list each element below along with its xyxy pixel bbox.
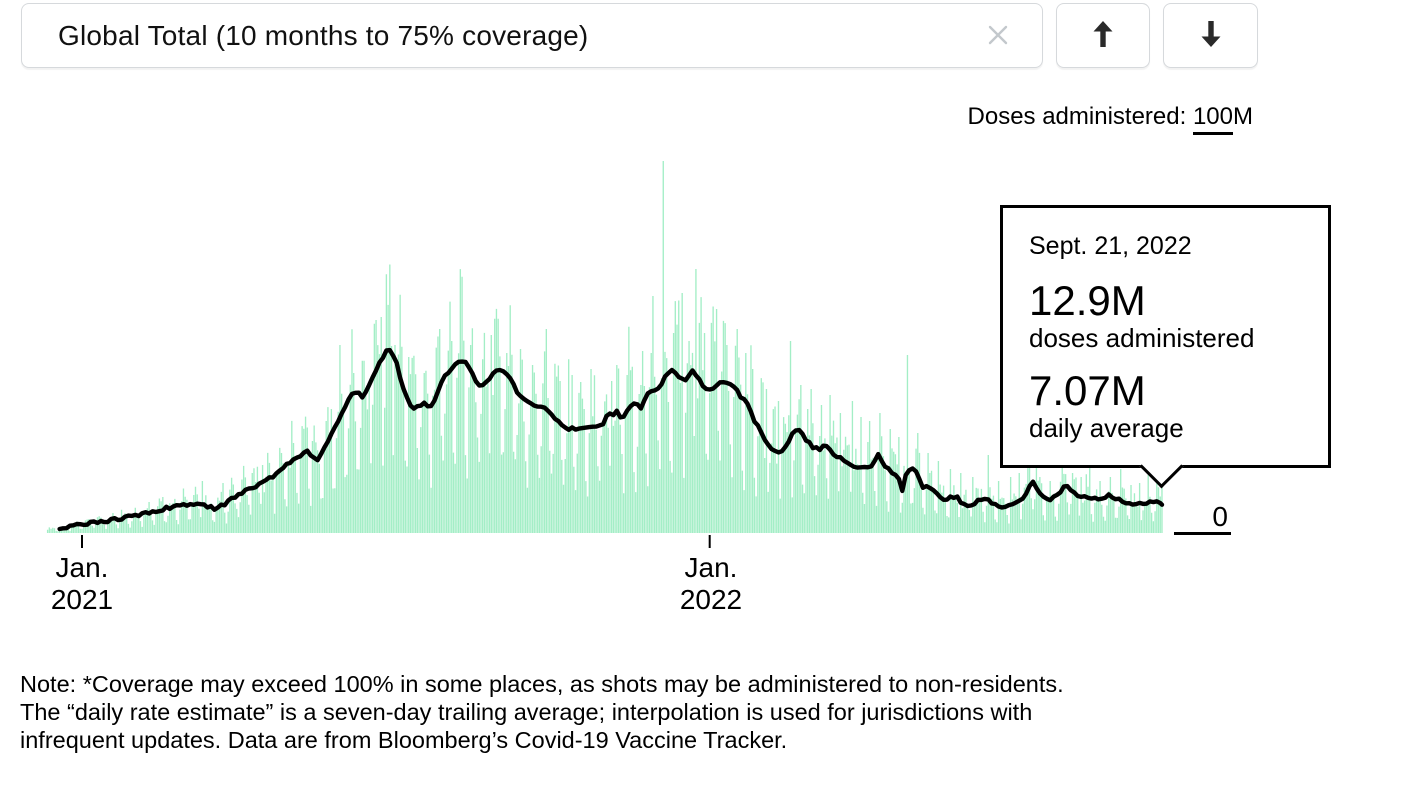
x-axis-label-month: Jan. xyxy=(55,552,109,583)
axis-max-value[interactable]: 100 xyxy=(1192,103,1233,135)
tooltip-doses-value: 12.9M xyxy=(1029,277,1146,324)
arrow-up-icon xyxy=(1090,19,1116,52)
tooltip-doses-label: doses administered xyxy=(1029,323,1255,353)
footnote-line: Note: *Coverage may exceed 100% in some … xyxy=(20,671,1064,697)
doses-administered-axis-label: Doses administered: 100M xyxy=(968,103,1253,135)
tooltip-average-label: daily average xyxy=(1029,413,1184,443)
x-axis-label-jan-2022: Jan. 2022 xyxy=(656,552,766,616)
x-axis-label-year: 2022 xyxy=(679,584,743,615)
tooltip-date: Sept. 21, 2022 xyxy=(1029,232,1192,260)
chart-footnote: Note: *Coverage may exceed 100% in some … xyxy=(20,670,1064,754)
axis-label-suffix: M xyxy=(1233,103,1253,130)
close-button[interactable] xyxy=(978,4,1018,69)
close-icon xyxy=(987,24,1009,49)
y-axis-zero-label: 0 xyxy=(1174,501,1231,535)
footnote-line: The “daily rate estimate” is a seven-day… xyxy=(20,699,1033,725)
arrow-down-icon xyxy=(1198,19,1224,52)
x-axis-label-month: Jan. xyxy=(684,552,738,583)
move-down-button[interactable] xyxy=(1163,3,1258,68)
daily-average-line xyxy=(57,347,1165,532)
daily-doses-bars-layer xyxy=(46,161,1163,533)
page-title: Global Total (10 months to 75% coverage) xyxy=(58,19,589,51)
footnote-line: infrequent updates. Data are from Bloomb… xyxy=(20,727,788,753)
move-up-button[interactable] xyxy=(1056,3,1150,68)
tooltip-average-value: 7.07M xyxy=(1029,367,1146,414)
chart-tooltip: Sept. 21, 2022 12.9M doses administered … xyxy=(1000,205,1331,489)
x-axis-label-jan-2021: Jan. 2021 xyxy=(27,552,137,616)
x-axis-label-year: 2021 xyxy=(50,584,114,615)
chart-title-box[interactable]: Global Total (10 months to 75% coverage) xyxy=(21,3,1043,68)
axis-label-prefix: Doses administered: xyxy=(967,103,1193,130)
